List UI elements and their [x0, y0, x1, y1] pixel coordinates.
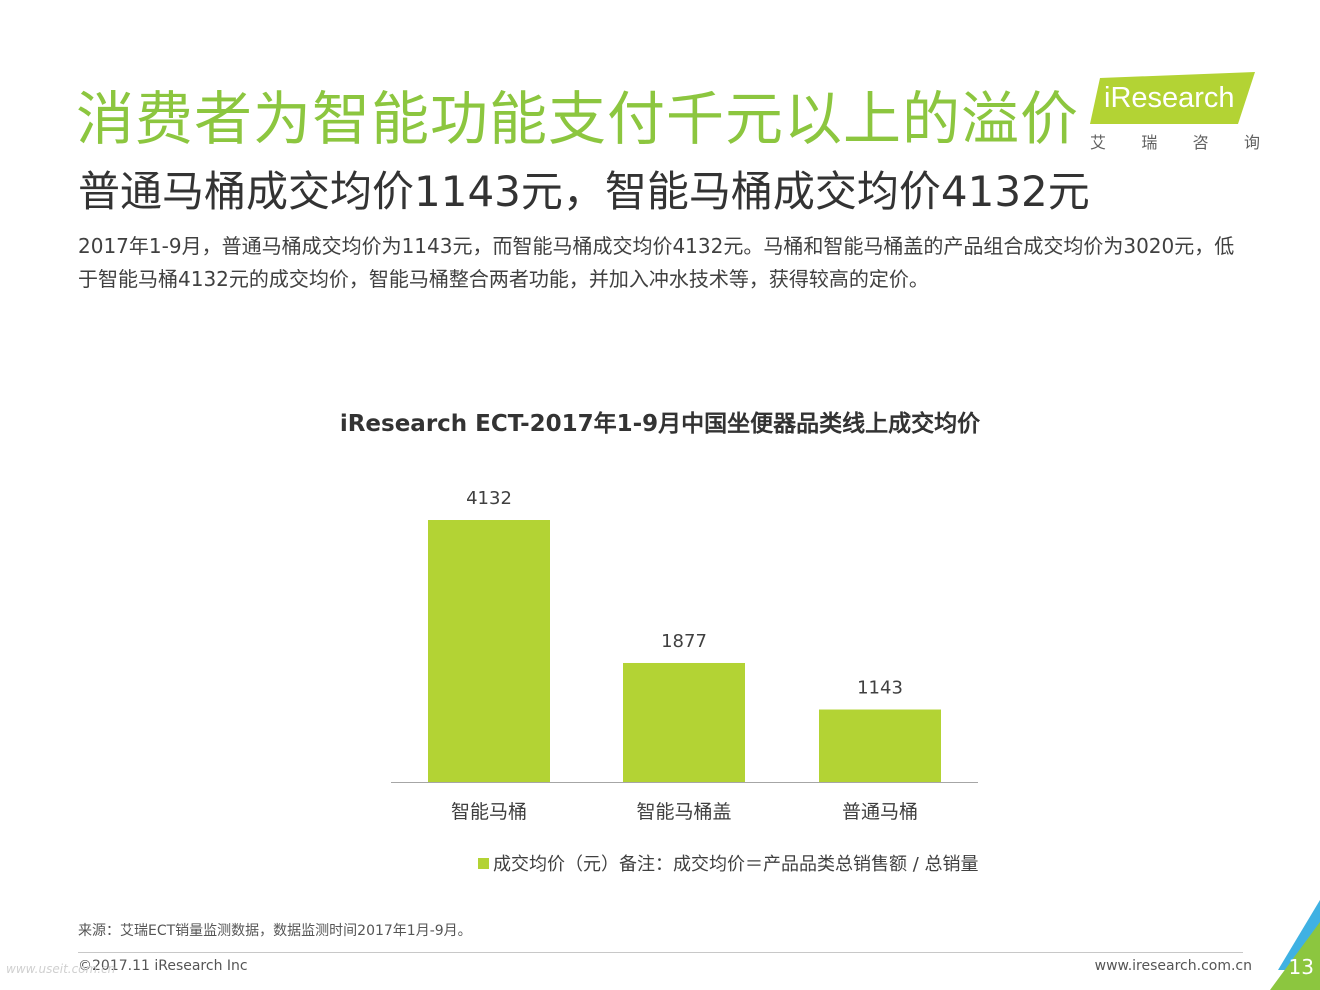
category-label-1: 智能马桶盖	[636, 801, 731, 823]
logo-cn-char: 艾	[1090, 133, 1107, 152]
page-number: 13	[1288, 955, 1314, 979]
page-title: 消费者为智能功能支付千元以上的溢价	[76, 85, 1080, 153]
bar-2	[819, 709, 941, 782]
data-label-2: 1143	[857, 678, 903, 699]
category-label-2: 普通马桶	[842, 801, 918, 823]
website-link[interactable]: www.iresearch.com.cn	[1094, 958, 1252, 974]
iresearch-logo: iResearch 艾 瑞 咨 询	[1090, 72, 1260, 152]
watermark: www.useit.com.cn	[6, 962, 116, 976]
data-label-1: 1877	[661, 631, 707, 652]
page-description: 2017年1-9月，普通马桶成交均价为1143元，而智能马桶成交均价4132元。…	[78, 234, 1235, 291]
logo-badge-icon	[1090, 72, 1255, 124]
footer-divider	[78, 952, 1243, 953]
legend-label: 成交均价（元）	[493, 854, 619, 875]
bar-0	[428, 520, 550, 782]
chart-note: 备注：成交均价＝产品品类总销售额 / 总销量	[619, 854, 979, 875]
source-note: 来源：艾瑞ECT销量监测数据，数据监测时间2017年1月-9月。	[78, 923, 472, 939]
chart-legend: 成交均价（元） 备注：成交均价＝产品品类总销售额 / 总销量	[478, 850, 979, 876]
copyright-text: ©2017.11 iResearch Inc	[78, 958, 248, 974]
logo-cn-text: 艾 瑞 咨 询	[1090, 129, 1260, 153]
chart-title: iResearch ECT-2017年1-9月中国坐便器品类线上成交均价	[339, 411, 981, 437]
logo-cn-char: 咨	[1192, 133, 1209, 152]
category-label-0: 智能马桶	[451, 801, 527, 823]
corner-decoration-icon	[1270, 900, 1320, 990]
logo-text: iResearch	[1104, 82, 1235, 114]
logo-cn-char: 询	[1243, 133, 1260, 152]
logo-cn-char: 瑞	[1141, 133, 1158, 152]
legend-swatch	[478, 857, 489, 869]
page-subtitle: 普通马桶成交均价1143元，智能马桶成交均价4132元	[78, 167, 1090, 216]
bar-1	[623, 662, 745, 782]
data-label-0: 4132	[466, 488, 512, 509]
